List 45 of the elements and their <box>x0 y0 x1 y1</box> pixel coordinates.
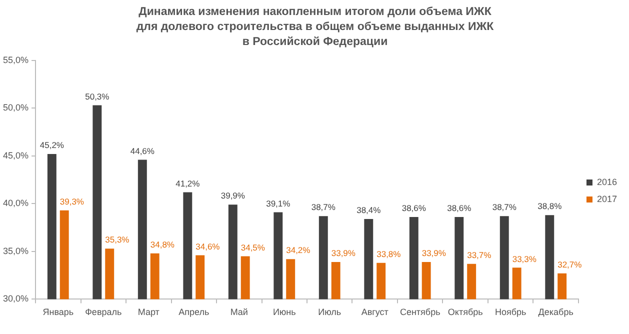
data-label: 33,7% <box>467 250 492 260</box>
data-label: 33,9% <box>331 248 356 258</box>
data-label: 33,9% <box>422 248 446 258</box>
y-tick-label: 30,0% <box>2 294 29 304</box>
data-label: 44,6% <box>130 146 155 156</box>
x-tick-label: Апрель <box>178 307 210 318</box>
data-label: 34,8% <box>150 239 175 250</box>
x-tick-label: Июнь <box>272 307 296 318</box>
data-label: 50,3% <box>85 91 110 102</box>
chart-title: Динамика изменения накопленным итогом доли объема ИЖК для долевого строительства в общем объеме выданных ИЖК в Российской Федерации <box>135 5 495 50</box>
y-tick-label: 45,0% <box>2 150 29 160</box>
data-label: 38,6% <box>447 203 472 214</box>
x-tick-label: Январь <box>42 307 74 318</box>
data-label: 34,6% <box>196 241 220 252</box>
y-tick-label: 50,0% <box>2 102 29 113</box>
data-label: 35,3% <box>105 234 130 245</box>
y-tick-label: 40,0% <box>2 198 29 208</box>
data-label: 32,7% <box>558 260 582 270</box>
data-label: 38,4% <box>356 205 382 216</box>
x-tick-label: Ноябрь <box>494 307 527 318</box>
x-tick-label: Май <box>230 307 248 318</box>
x-tick-label: Декабрь <box>538 307 574 318</box>
data-label: 38,8% <box>538 201 562 212</box>
y-tick-label: 55,0% <box>2 54 29 65</box>
data-label: 45,2% <box>40 140 64 150</box>
legend-label: 2017 <box>596 194 618 204</box>
data-label: 41,2% <box>176 178 200 188</box>
data-label: 34,2% <box>286 245 311 256</box>
data-label: 39,1% <box>266 198 291 208</box>
x-tick-label: Август <box>361 307 388 318</box>
x-tick-label: Октябрь <box>448 307 484 318</box>
data-label: 34,5% <box>240 242 266 252</box>
legend-label: 2016 <box>596 176 618 187</box>
data-label: 39,9% <box>220 190 246 201</box>
data-label: 33,3% <box>512 254 537 264</box>
data-label: 33,8% <box>376 248 402 259</box>
x-tick-label: Сентябрь <box>400 307 441 318</box>
data-label: 38,6% <box>402 203 426 214</box>
data-label: 38,7% <box>311 202 336 212</box>
y-tick-label: 35,0% <box>2 246 29 256</box>
data-label: 39,3% <box>60 196 84 206</box>
x-tick-label: Март <box>138 307 160 318</box>
x-tick-label: Февраль <box>85 307 122 318</box>
data-label: 38,7% <box>492 202 517 212</box>
x-tick-label: Июль <box>318 307 342 318</box>
